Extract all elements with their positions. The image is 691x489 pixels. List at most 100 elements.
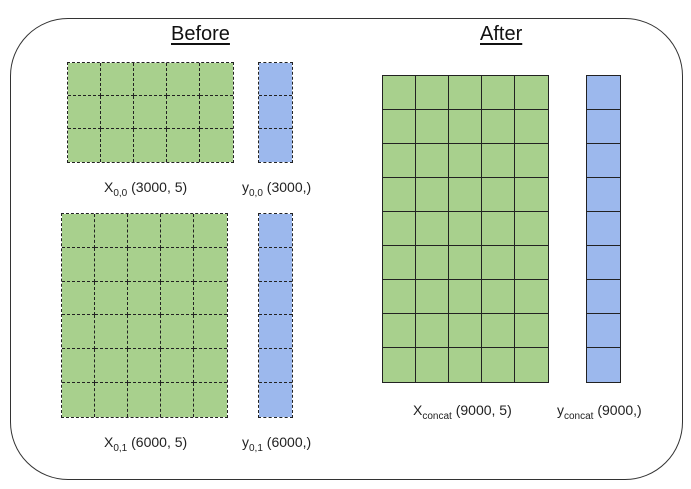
grid-cell xyxy=(587,280,620,314)
grid-cell xyxy=(194,214,227,248)
grid-cell xyxy=(95,214,128,248)
grid-cell xyxy=(449,280,482,314)
grid-cell xyxy=(259,281,292,316)
grid-cell xyxy=(383,280,416,314)
grid-cell xyxy=(128,247,161,282)
grid-cell xyxy=(161,214,194,248)
grid-cell xyxy=(68,63,101,96)
grid-cell xyxy=(128,383,161,417)
grid-cell xyxy=(449,212,482,246)
grid-cell xyxy=(259,315,292,350)
grid-cell xyxy=(587,76,620,110)
grid-cell xyxy=(95,247,128,282)
grid-cell xyxy=(95,383,128,417)
label-y-concat: yconcat (9000,) xyxy=(557,402,642,422)
grid-cell xyxy=(194,281,227,316)
matrix-x-concat xyxy=(382,75,549,383)
grid-cell xyxy=(482,178,515,212)
grid-cell xyxy=(128,214,161,248)
grid-cell xyxy=(95,315,128,350)
grid-cell xyxy=(200,63,233,96)
grid-cell xyxy=(515,110,548,144)
grid-cell xyxy=(194,247,227,282)
grid-cell xyxy=(383,348,416,382)
grid-cell xyxy=(62,383,95,417)
grid-cell xyxy=(134,63,167,96)
grid-cell xyxy=(449,314,482,348)
grid-cell xyxy=(515,144,548,178)
grid-cell xyxy=(449,246,482,280)
grid-cell xyxy=(482,144,515,178)
label-y00: y0,0 (3000,) xyxy=(242,179,312,199)
grid-cell xyxy=(515,212,548,246)
label-x01: X0,1 (6000, 5) xyxy=(104,434,188,454)
grid-cell xyxy=(101,63,134,96)
grid-cell xyxy=(161,247,194,282)
label-x00: X0,0 (3000, 5) xyxy=(104,179,188,199)
grid-cell xyxy=(482,314,515,348)
grid-cell xyxy=(449,348,482,382)
grid-cell xyxy=(587,110,620,144)
grid-cell xyxy=(587,144,620,178)
grid-cell xyxy=(167,96,200,129)
grid-cell xyxy=(259,214,292,248)
grid-cell xyxy=(383,212,416,246)
grid-cell xyxy=(128,349,161,384)
grid-cell xyxy=(416,348,449,382)
grid-cell xyxy=(200,129,233,162)
grid-cell xyxy=(259,247,292,282)
grid-cell xyxy=(482,76,515,110)
grid-cell xyxy=(416,144,449,178)
grid-cell xyxy=(259,383,292,417)
grid-cell xyxy=(128,281,161,316)
grid-cell xyxy=(416,314,449,348)
grid-cell xyxy=(259,96,292,129)
grid-cell xyxy=(68,96,101,129)
grid-cell xyxy=(383,314,416,348)
grid-cell xyxy=(62,281,95,316)
grid-cell xyxy=(449,144,482,178)
grid-cell xyxy=(161,281,194,316)
matrix-x00 xyxy=(67,62,234,163)
grid-cell xyxy=(515,76,548,110)
grid-cell xyxy=(515,178,548,212)
vector-y01 xyxy=(258,213,293,418)
grid-cell xyxy=(62,247,95,282)
grid-cell xyxy=(482,246,515,280)
grid-cell xyxy=(62,315,95,350)
vector-y00 xyxy=(258,62,293,163)
grid-cell xyxy=(161,315,194,350)
grid-cell xyxy=(134,96,167,129)
label-x-concat: Xconcat (9000, 5) xyxy=(413,402,512,422)
grid-cell xyxy=(161,349,194,384)
grid-cell xyxy=(482,110,515,144)
grid-cell xyxy=(515,280,548,314)
grid-cell xyxy=(259,349,292,384)
grid-cell xyxy=(200,96,233,129)
grid-cell xyxy=(383,144,416,178)
diagram-frame xyxy=(10,18,683,480)
grid-cell xyxy=(416,246,449,280)
grid-cell xyxy=(449,76,482,110)
grid-cell xyxy=(587,212,620,246)
grid-cell xyxy=(449,178,482,212)
grid-cell xyxy=(416,280,449,314)
grid-cell xyxy=(128,315,161,350)
grid-cell xyxy=(68,129,101,162)
grid-cell xyxy=(515,348,548,382)
grid-cell xyxy=(383,246,416,280)
grid-cell xyxy=(383,178,416,212)
grid-cell xyxy=(482,212,515,246)
grid-cell xyxy=(161,383,194,417)
grid-cell xyxy=(416,178,449,212)
grid-cell xyxy=(482,348,515,382)
grid-cell xyxy=(383,110,416,144)
grid-cell xyxy=(383,76,416,110)
grid-cell xyxy=(194,315,227,350)
grid-cell xyxy=(259,129,292,162)
grid-cell xyxy=(416,212,449,246)
grid-cell xyxy=(134,129,167,162)
grid-cell xyxy=(482,280,515,314)
grid-cell xyxy=(416,76,449,110)
grid-cell xyxy=(101,96,134,129)
